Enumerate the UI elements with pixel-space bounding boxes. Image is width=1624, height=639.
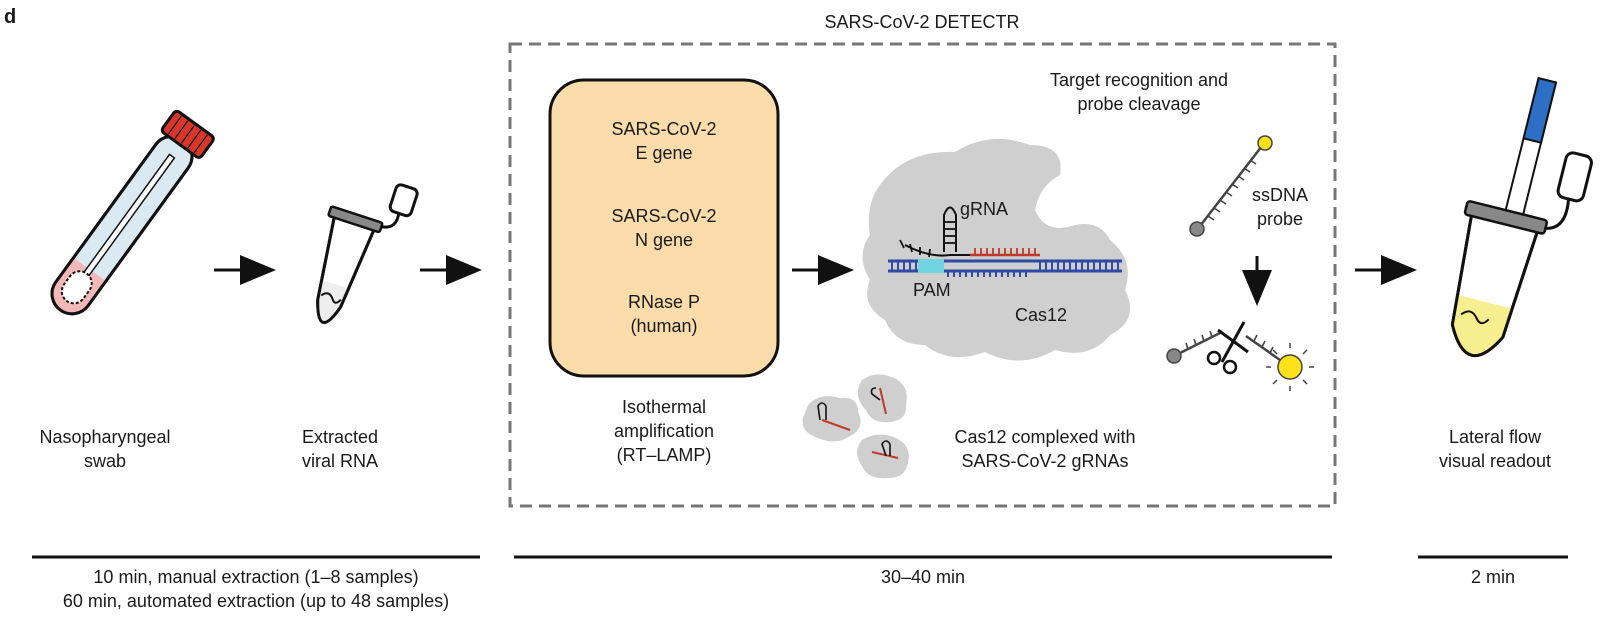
ssdna-probe-label: ssDNA probe [1251, 185, 1308, 229]
cas12-complex-2 [857, 374, 907, 423]
cas12-complex-3 [857, 434, 909, 479]
scissors-icon [1206, 321, 1249, 375]
amp-target-n-gene: SARS-CoV-2 N gene [611, 206, 717, 250]
ssdna-probe-cleaved [1166, 330, 1314, 391]
grna-strand [899, 206, 1040, 258]
swab-label: Nasopharyngeal swab [39, 427, 171, 471]
amplification-label: Isothermal amplification (RT–LAMP) [613, 397, 715, 465]
ssdna-probe-intact [1189, 135, 1273, 237]
pam-label: PAM [913, 280, 951, 300]
rna-label: Extracted viral RNA [301, 427, 379, 471]
cas12-complex-1 [802, 396, 861, 442]
amp-target-rnase-p: RNase P (human) [627, 292, 701, 336]
swab-tube-icon [50, 109, 215, 316]
cas12-complex-label: Cas12 complexed with SARS-CoV-2 gRNAs [954, 427, 1136, 471]
timeline-readout-label: 2 min [1470, 567, 1515, 587]
dna-duplex [888, 259, 1122, 277]
cas12-protein-shape [862, 138, 1130, 361]
detectr-frame [508, 42, 1337, 508]
amplification-box [548, 78, 780, 378]
recognition-title: Target recognition and probe cleavage [1049, 70, 1229, 114]
grna-label: gRNA [960, 199, 1009, 219]
timeline-extraction-label: 10 min, manual extraction (1–8 samples) … [62, 567, 450, 611]
readout-label: Lateral flow visual readout [1438, 427, 1552, 471]
rna-tube-icon [316, 183, 419, 324]
timeline-detectr-label: 30–40 min [880, 567, 966, 587]
cas12-label: Cas12 [1015, 305, 1068, 325]
panel-letter: d [4, 6, 17, 28]
amp-target-e-gene: SARS-CoV-2 E gene [611, 119, 717, 163]
lateral-flow-tube-icon [1450, 76, 1593, 357]
